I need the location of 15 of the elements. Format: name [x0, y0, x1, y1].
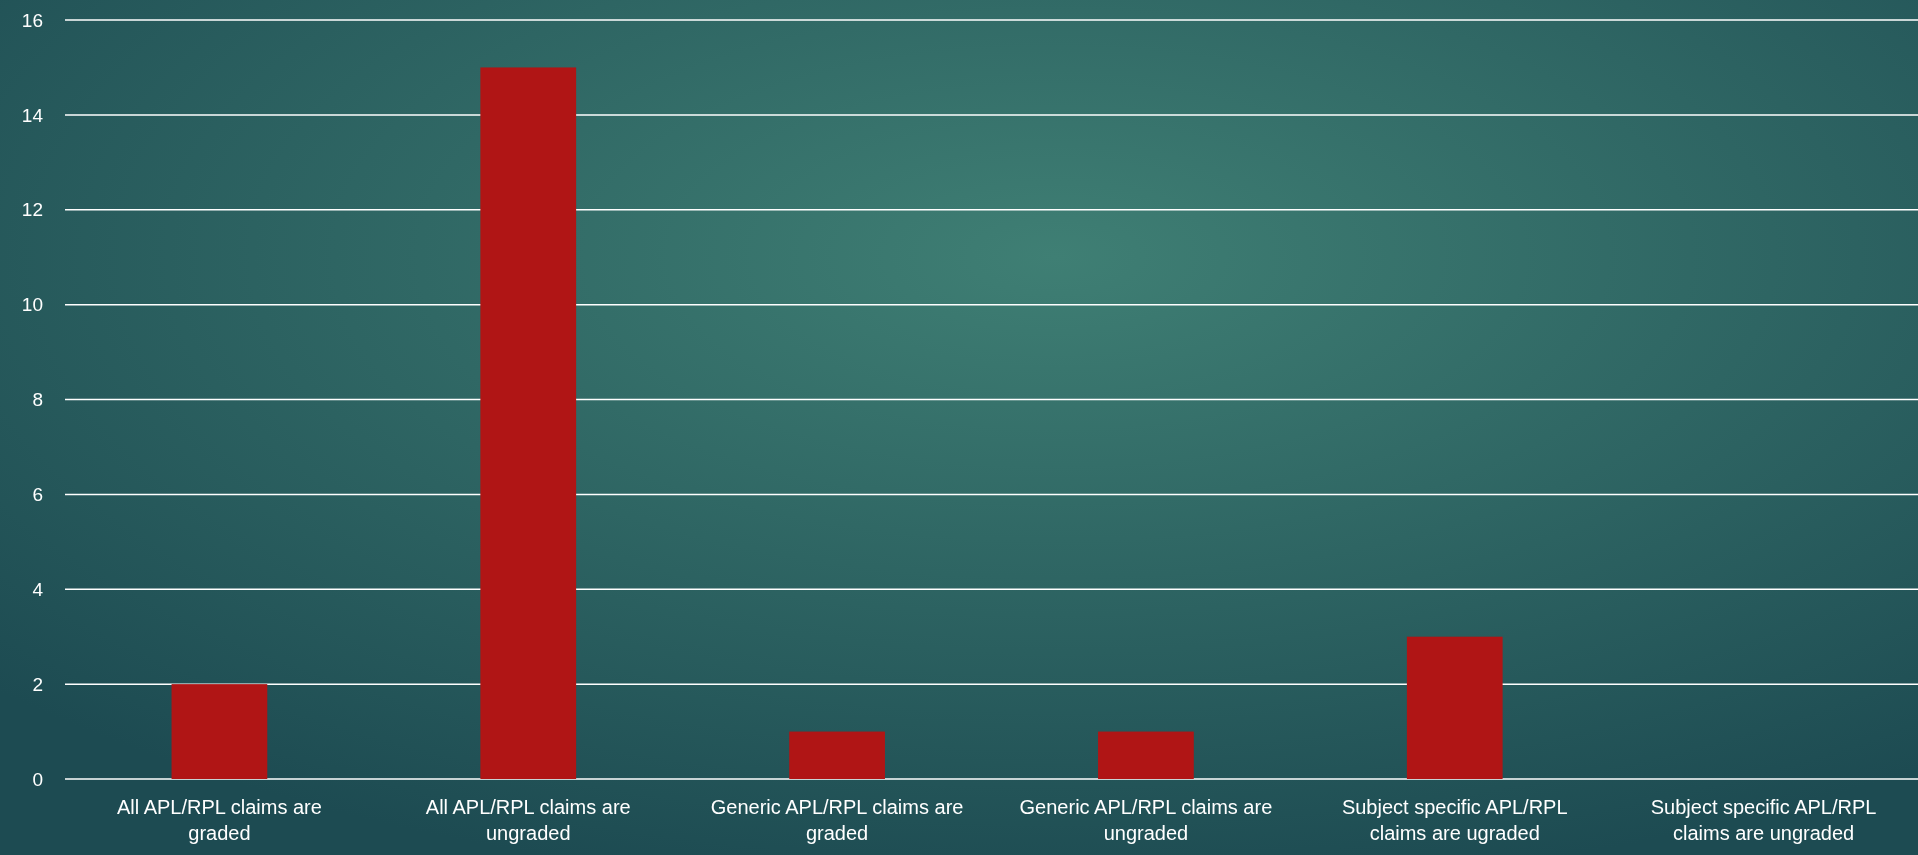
- y-tick-label: 4: [32, 578, 44, 600]
- x-tick-label: Subject specific APL/RPL claims are ugraded: [1341, 796, 1568, 844]
- y-tick-label: 0: [32, 768, 43, 790]
- x-tick-label: All APL/RPL claims are ungraded: [425, 796, 631, 844]
- y-tick-label: 12: [21, 199, 43, 221]
- y-tick-label: 8: [32, 389, 43, 411]
- x-tick-label: Generic APL/RPL claims are graded: [710, 796, 964, 844]
- y-tick-label: 14: [21, 104, 44, 126]
- x-tick-label: Subject specific APL/RPL claims are ungraded: [1650, 796, 1877, 844]
- y-tick-label: 6: [32, 484, 43, 506]
- x-tick-label: All APL/RPL claims are graded: [116, 796, 322, 844]
- x-tick-label: Generic APL/RPL claims are ungraded: [1019, 796, 1273, 844]
- y-tick-label: 16: [21, 9, 43, 31]
- y-tick-label: 10: [21, 294, 43, 316]
- y-tick-label: 2: [32, 673, 43, 695]
